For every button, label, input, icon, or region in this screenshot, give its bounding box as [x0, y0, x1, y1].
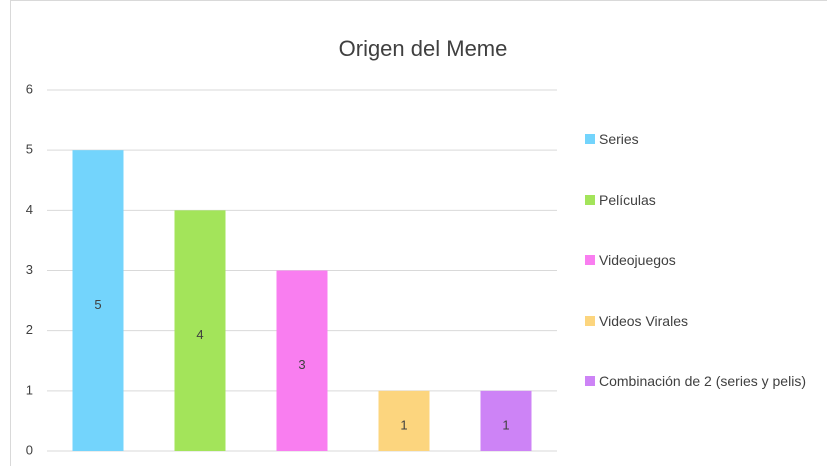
bar: [174, 210, 226, 451]
chart-title: Origen del Meme: [339, 36, 508, 61]
data-label: 3: [298, 357, 305, 372]
data-label: 1: [502, 417, 509, 432]
y-tick-label: 6: [26, 81, 33, 96]
chart-border: [10, 0, 827, 466]
y-tick-label: 4: [26, 202, 33, 217]
legend-swatch: [585, 194, 595, 205]
bar: [480, 390, 532, 451]
legend-item: Videojuegos: [585, 251, 810, 269]
y-tick-label: 1: [26, 382, 33, 397]
legend-label: Videos Virales: [599, 312, 688, 329]
legend-label: Películas: [599, 191, 656, 208]
y-tick-label: 5: [26, 142, 33, 157]
legend-label: Combinación de 2 (series y pelis): [599, 373, 806, 389]
bar: [276, 270, 328, 451]
legend-item: Videos Virales: [585, 312, 810, 330]
legend-item: Series: [585, 130, 810, 148]
legend-swatch: [585, 315, 595, 326]
legend-swatch: [585, 134, 595, 144]
y-tick-label: 3: [26, 262, 33, 277]
y-tick-label: 0: [26, 442, 33, 457]
bar: [72, 150, 124, 451]
legend-swatch: [585, 255, 595, 265]
data-label: 1: [400, 417, 407, 432]
legend-item: Películas: [585, 191, 810, 209]
legend-swatch: [585, 376, 595, 386]
bar: [378, 390, 430, 451]
legend-item: Combinación de 2 (series y pelis): [585, 372, 810, 390]
legend-label: Videojuegos: [599, 252, 676, 268]
y-tick-label: 2: [26, 322, 33, 337]
data-label: 5: [94, 297, 101, 312]
data-label: 4: [196, 327, 203, 342]
legend-label: Series: [599, 131, 639, 147]
